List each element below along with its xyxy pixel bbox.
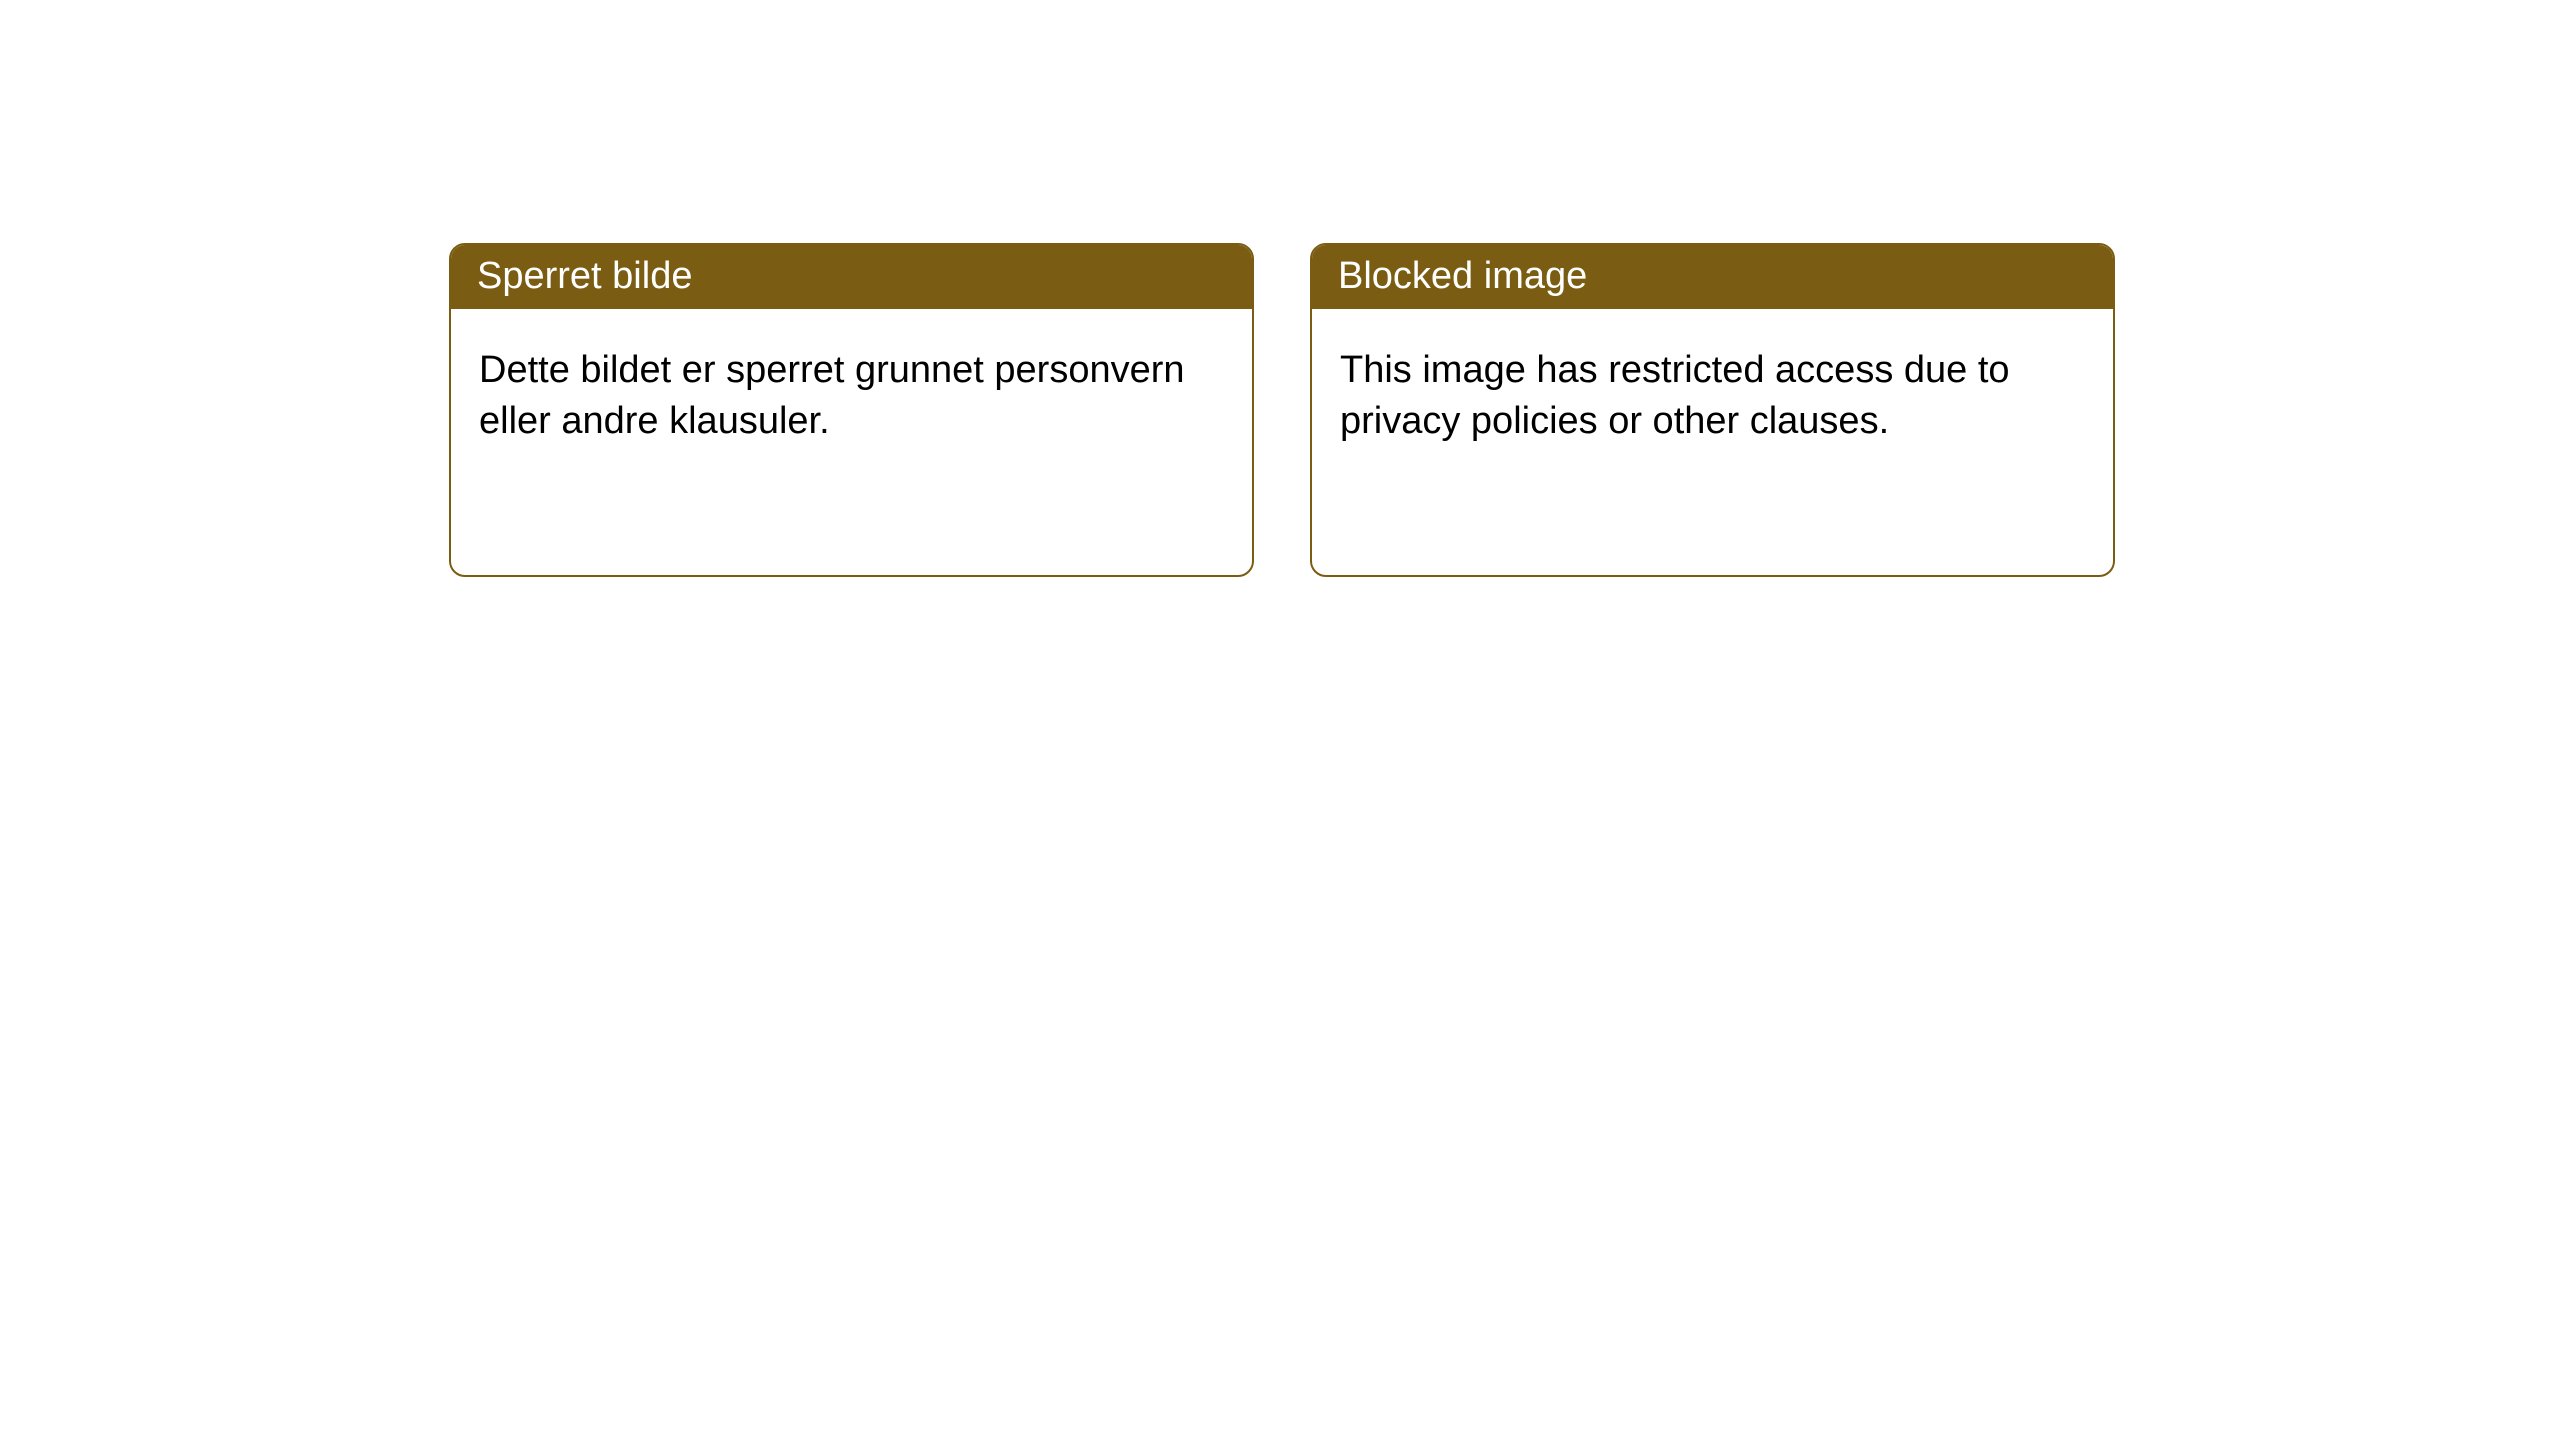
- notice-card-norwegian: Sperret bilde Dette bildet er sperret gr…: [449, 243, 1254, 577]
- notice-body: This image has restricted access due to …: [1312, 309, 2113, 484]
- notice-header: Blocked image: [1312, 245, 2113, 309]
- notice-body: Dette bildet er sperret grunnet personve…: [451, 309, 1252, 484]
- notice-header: Sperret bilde: [451, 245, 1252, 309]
- notice-card-english: Blocked image This image has restricted …: [1310, 243, 2115, 577]
- notice-container: Sperret bilde Dette bildet er sperret gr…: [0, 0, 2560, 577]
